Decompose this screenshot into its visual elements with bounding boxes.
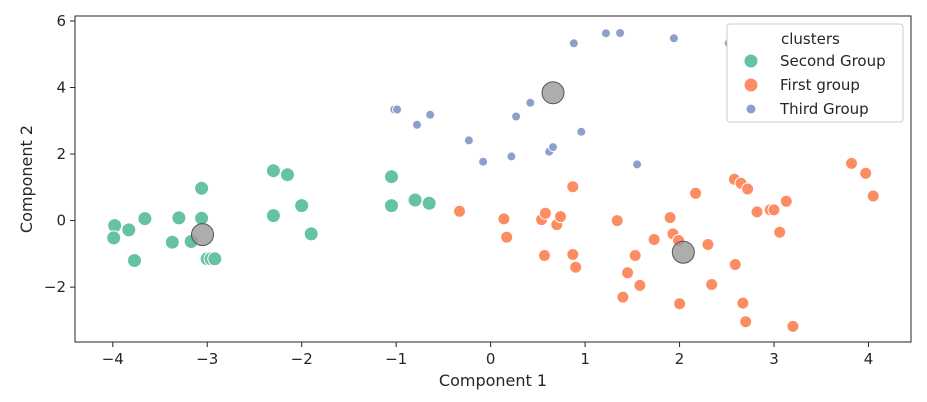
data-point	[600, 28, 611, 39]
data-point	[632, 159, 643, 170]
data-point	[506, 151, 517, 162]
data-point	[384, 198, 399, 214]
data-point	[566, 248, 580, 261]
data-point	[194, 180, 210, 196]
centroid-marker	[191, 223, 214, 247]
x-tick-label: 3	[769, 350, 779, 368]
data-point	[538, 249, 551, 262]
data-point	[280, 167, 295, 183]
data-point	[786, 319, 800, 333]
plot-frame	[74, 15, 912, 343]
data-point	[566, 180, 580, 194]
y-axis-ticks: −2 0 2 4 6	[44, 12, 75, 296]
x-tick-label: −3	[196, 350, 218, 368]
legend-marker	[743, 53, 759, 69]
data-point	[866, 189, 880, 203]
data-point	[773, 225, 787, 239]
y-tick-label: 6	[56, 12, 66, 30]
legend-label: First group	[780, 76, 860, 94]
data-point	[647, 233, 661, 246]
data-point	[569, 260, 583, 274]
data-point	[621, 266, 635, 280]
x-axis-ticks: −4 −3 −2 −1 0 1 2 3 4	[102, 342, 874, 368]
data-point	[538, 206, 552, 220]
data-point	[663, 211, 677, 225]
data-point	[392, 104, 403, 115]
data-point	[106, 230, 122, 246]
x-tick-label: −4	[102, 350, 124, 368]
data-point	[767, 203, 781, 217]
x-tick-label: −2	[291, 350, 313, 368]
centroid-marker	[671, 240, 695, 264]
data-point	[741, 182, 755, 196]
data-point	[576, 126, 587, 137]
data-point	[701, 238, 715, 251]
data-point	[616, 290, 630, 304]
y-tick-label: 2	[56, 145, 66, 163]
data-point	[739, 315, 753, 329]
legend-items: Second Group First group Third Group	[743, 52, 886, 118]
data-point	[859, 166, 873, 180]
x-tick-label: 4	[864, 350, 874, 368]
y-tick-label: −2	[44, 278, 66, 296]
data-point	[568, 38, 579, 49]
x-tick-label: 1	[580, 350, 590, 368]
data-point	[453, 204, 466, 218]
data-point	[845, 156, 858, 170]
data-point	[750, 205, 764, 219]
data-point	[127, 253, 142, 268]
data-point	[728, 258, 742, 271]
data-point	[294, 198, 310, 214]
data-point	[207, 251, 223, 267]
y-tick-label: 4	[56, 79, 66, 97]
y-axis-label: Component 2	[17, 125, 36, 233]
data-point	[425, 109, 436, 120]
data-point	[554, 210, 567, 224]
data-point	[633, 278, 647, 292]
data-point	[121, 222, 137, 238]
data-point	[303, 226, 319, 242]
legend-marker	[745, 103, 757, 115]
data-point	[689, 186, 703, 200]
legend: clusters Second Group First group Third Gr…	[726, 23, 904, 123]
data-point	[525, 97, 536, 108]
x-tick-label: 0	[486, 350, 496, 368]
data-point	[705, 278, 719, 291]
legend-title: clusters	[781, 30, 840, 48]
data-point	[548, 142, 558, 153]
data-point	[779, 194, 793, 208]
x-tick-label: −1	[385, 350, 407, 368]
x-axis-label: Component 1	[439, 371, 547, 390]
data-point	[736, 296, 750, 310]
data-point	[137, 211, 153, 227]
data-point	[673, 297, 687, 311]
data-point	[463, 135, 474, 146]
legend-label: Second Group	[780, 52, 886, 70]
legend-label: Third Group	[779, 100, 869, 118]
data-point	[384, 169, 399, 185]
y-tick-label: 0	[56, 212, 66, 230]
legend-box	[726, 23, 904, 123]
data-point	[628, 249, 642, 262]
data-point	[265, 163, 281, 179]
data-point	[610, 214, 624, 228]
data-point	[407, 192, 423, 208]
data-point	[668, 33, 679, 44]
data-point	[478, 156, 489, 167]
data-point	[615, 28, 626, 38]
data-point	[500, 230, 514, 244]
plot-marks	[106, 28, 880, 333]
data-point	[511, 111, 522, 122]
data-point	[412, 119, 422, 130]
x-tick-label: 2	[675, 350, 685, 368]
data-point	[421, 195, 437, 211]
centroid-marker	[541, 81, 565, 105]
legend-marker	[743, 77, 759, 93]
data-point	[497, 212, 511, 226]
data-point	[164, 234, 180, 250]
data-point	[265, 208, 281, 224]
data-point	[171, 210, 187, 226]
